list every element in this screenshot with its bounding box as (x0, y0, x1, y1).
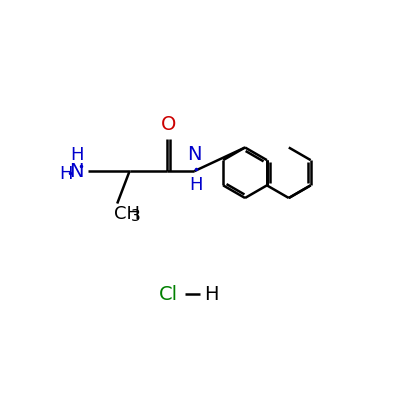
Text: H: H (70, 146, 84, 164)
Text: O: O (161, 115, 176, 134)
Text: CH: CH (114, 205, 140, 223)
Text: H: H (60, 165, 73, 183)
Text: N: N (69, 162, 84, 181)
Text: H: H (204, 285, 218, 304)
Text: Cl: Cl (158, 285, 178, 304)
Text: H: H (189, 176, 202, 194)
Text: N: N (187, 146, 202, 164)
Text: 3: 3 (130, 209, 140, 224)
